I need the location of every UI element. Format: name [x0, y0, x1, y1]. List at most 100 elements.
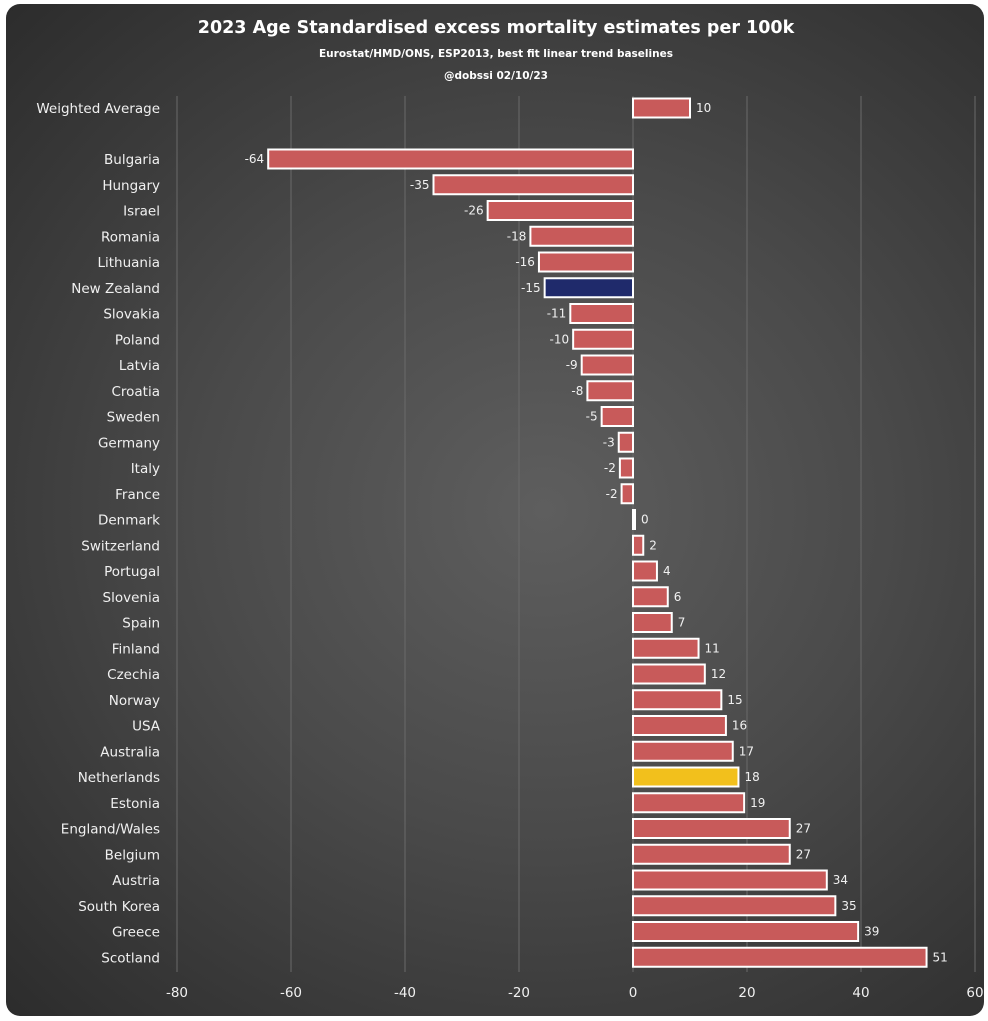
data-label: 51	[933, 950, 948, 964]
data-label: 11	[705, 641, 720, 655]
data-label: 34	[833, 873, 848, 887]
bar	[617, 431, 634, 453]
bar	[632, 663, 706, 685]
category-label: Slovakia	[103, 307, 160, 323]
bar	[432, 174, 634, 196]
bar	[632, 921, 860, 942]
bar	[632, 560, 658, 582]
data-label: 35	[841, 899, 856, 913]
chart-credit: @dobssi 02/10/23	[444, 70, 548, 82]
category-label: Finland	[112, 641, 160, 657]
category-label: Australia	[100, 744, 160, 760]
bar	[618, 457, 635, 479]
data-label: -35	[410, 178, 430, 192]
bar	[632, 946, 928, 968]
x-axis-ticks: -80 -60 -40 -20 0 20 40 60	[166, 985, 984, 1001]
bar	[267, 148, 634, 170]
bar	[632, 534, 645, 556]
x-tick-label: 60	[966, 985, 983, 1001]
category-label: Italy	[131, 461, 160, 477]
category-label: USA	[132, 719, 161, 735]
category-label: Spain	[122, 616, 160, 632]
data-label: 15	[727, 693, 742, 707]
chart-title: 2023 Age Standardised excess mortality e…	[198, 18, 795, 38]
category-label: Austria	[112, 873, 160, 889]
data-label: 17	[739, 744, 754, 758]
bar	[572, 328, 635, 350]
data-label: -2	[604, 461, 616, 475]
category-label: Sweden	[107, 410, 160, 426]
category-label: Denmark	[98, 513, 160, 529]
data-label: 4	[663, 564, 671, 578]
category-label: Switzerland	[81, 538, 160, 554]
x-tick-label: -80	[166, 985, 188, 1001]
bar	[632, 818, 791, 839]
x-tick-label: 20	[738, 985, 755, 1001]
category-label: Hungary	[102, 178, 160, 194]
data-label: -9	[566, 358, 578, 372]
bars: 10-64-35-26-18-16-15-11-10-9-8-5-3-2-202…	[245, 97, 948, 968]
data-label: -8	[571, 384, 583, 398]
x-tick-label: -60	[280, 985, 302, 1001]
bar-chart: 2023 Age Standardised excess mortality e…	[36, 18, 984, 1001]
data-label: -3	[603, 435, 615, 449]
bar	[569, 303, 634, 324]
data-label: 6	[674, 590, 682, 604]
data-label: -15	[521, 281, 541, 295]
data-label: 18	[744, 770, 759, 784]
category-label: Scotland	[101, 950, 160, 966]
category-label: Germany	[98, 435, 160, 451]
chart-card: 2023 Age Standardised excess mortality e…	[6, 4, 984, 1016]
category-label: Poland	[115, 332, 160, 348]
bar	[632, 97, 691, 119]
bar	[529, 225, 635, 247]
data-label: 10	[696, 101, 711, 115]
data-label: -26	[464, 204, 484, 218]
category-label: Lithuania	[97, 255, 160, 271]
bar	[600, 406, 635, 427]
x-tick-label: -20	[508, 985, 530, 1001]
data-label: 0	[641, 513, 649, 527]
x-tick-label: 0	[629, 985, 638, 1001]
category-label: Netherlands	[78, 770, 160, 786]
data-label: -18	[507, 229, 527, 243]
bar	[632, 766, 740, 788]
category-label: England/Wales	[61, 822, 160, 838]
bar	[586, 380, 635, 402]
data-label: 7	[678, 616, 686, 630]
bar	[632, 689, 723, 711]
category-label: Romania	[101, 229, 160, 245]
category-label: New Zealand	[71, 281, 160, 297]
category-label: France	[115, 487, 160, 503]
data-label: -11	[547, 307, 567, 321]
category-label: South Korea	[78, 899, 160, 915]
data-label: 39	[864, 925, 879, 939]
data-label: -16	[515, 255, 535, 269]
category-label: Bulgaria	[104, 152, 160, 168]
bar	[632, 509, 636, 530]
data-label: -2	[606, 487, 618, 501]
data-label: 27	[796, 847, 811, 861]
chart-subtitle: Eurostat/HMD/ONS, ESP2013, best fit line…	[319, 48, 673, 60]
category-label: Latvia	[119, 358, 160, 374]
category-label: Belgium	[105, 847, 160, 863]
bar	[632, 612, 673, 633]
x-tick-label: 40	[852, 985, 869, 1001]
bar	[543, 277, 635, 299]
bar	[486, 200, 634, 221]
data-label: -64	[245, 152, 265, 166]
x-tick-label: -40	[394, 985, 416, 1001]
bar	[632, 740, 734, 762]
category-label: Croatia	[111, 384, 160, 400]
bar	[632, 586, 669, 608]
bar	[632, 869, 828, 891]
category-label: Israel	[123, 204, 160, 220]
bar	[620, 483, 634, 505]
data-label: -10	[550, 332, 570, 346]
data-label: 19	[750, 796, 765, 810]
data-label: 12	[711, 667, 726, 681]
bar	[580, 354, 635, 376]
category-label: Czechia	[107, 667, 160, 683]
category-label: Estonia	[110, 796, 160, 812]
category-label: Slovenia	[103, 590, 160, 606]
